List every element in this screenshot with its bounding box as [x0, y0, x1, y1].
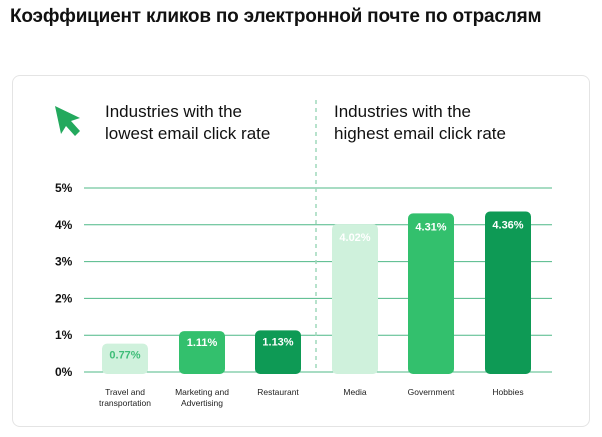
y-tick-label: 0% [55, 365, 73, 379]
category-label: Restaurant [257, 387, 299, 397]
y-tick-label: 1% [55, 328, 73, 342]
data-label: 0.77% [109, 350, 140, 362]
y-tick-label: 4% [55, 218, 73, 232]
data-label: 4.31% [415, 221, 446, 233]
y-tick-label: 2% [55, 291, 73, 305]
data-label: 4.02% [339, 232, 370, 244]
x-axis-labels: Travel and transportation Marketing and Adv… [99, 387, 524, 408]
bars: 0.77% 1.11% 1.13% 4.02% 4.31% 4.36% [102, 211, 531, 374]
data-label: 4.36% [492, 220, 523, 232]
category-label: Media [343, 387, 366, 397]
category-label: Travel and transportation [99, 387, 151, 408]
group-heading: Industries with the lowest email click ra… [105, 102, 270, 143]
y-axis-ticks: 0% 1% 2% 3% 4% 5% [55, 181, 73, 379]
data-label: 1.13% [262, 336, 293, 348]
bar [485, 211, 531, 374]
category-label: Hobbies [492, 387, 523, 397]
bar [179, 331, 225, 374]
y-tick-label: 5% [55, 181, 73, 195]
grid-lines [84, 187, 552, 373]
cursor-arrow-icon [55, 106, 80, 136]
category-label: Marketing and Advertising [175, 387, 229, 408]
category-label: Government [408, 387, 455, 397]
group-headings: Industries with the lowest email click ra… [105, 102, 506, 143]
y-tick-label: 3% [55, 255, 73, 269]
bar [408, 213, 454, 374]
data-label: 1.11% [187, 337, 218, 349]
page-title: Коэффициент кликов по электронной почте … [10, 6, 542, 27]
bar [102, 343, 148, 374]
bar [332, 224, 378, 374]
group-heading: Industries with the highest email click r… [334, 102, 506, 143]
bar [255, 330, 301, 374]
